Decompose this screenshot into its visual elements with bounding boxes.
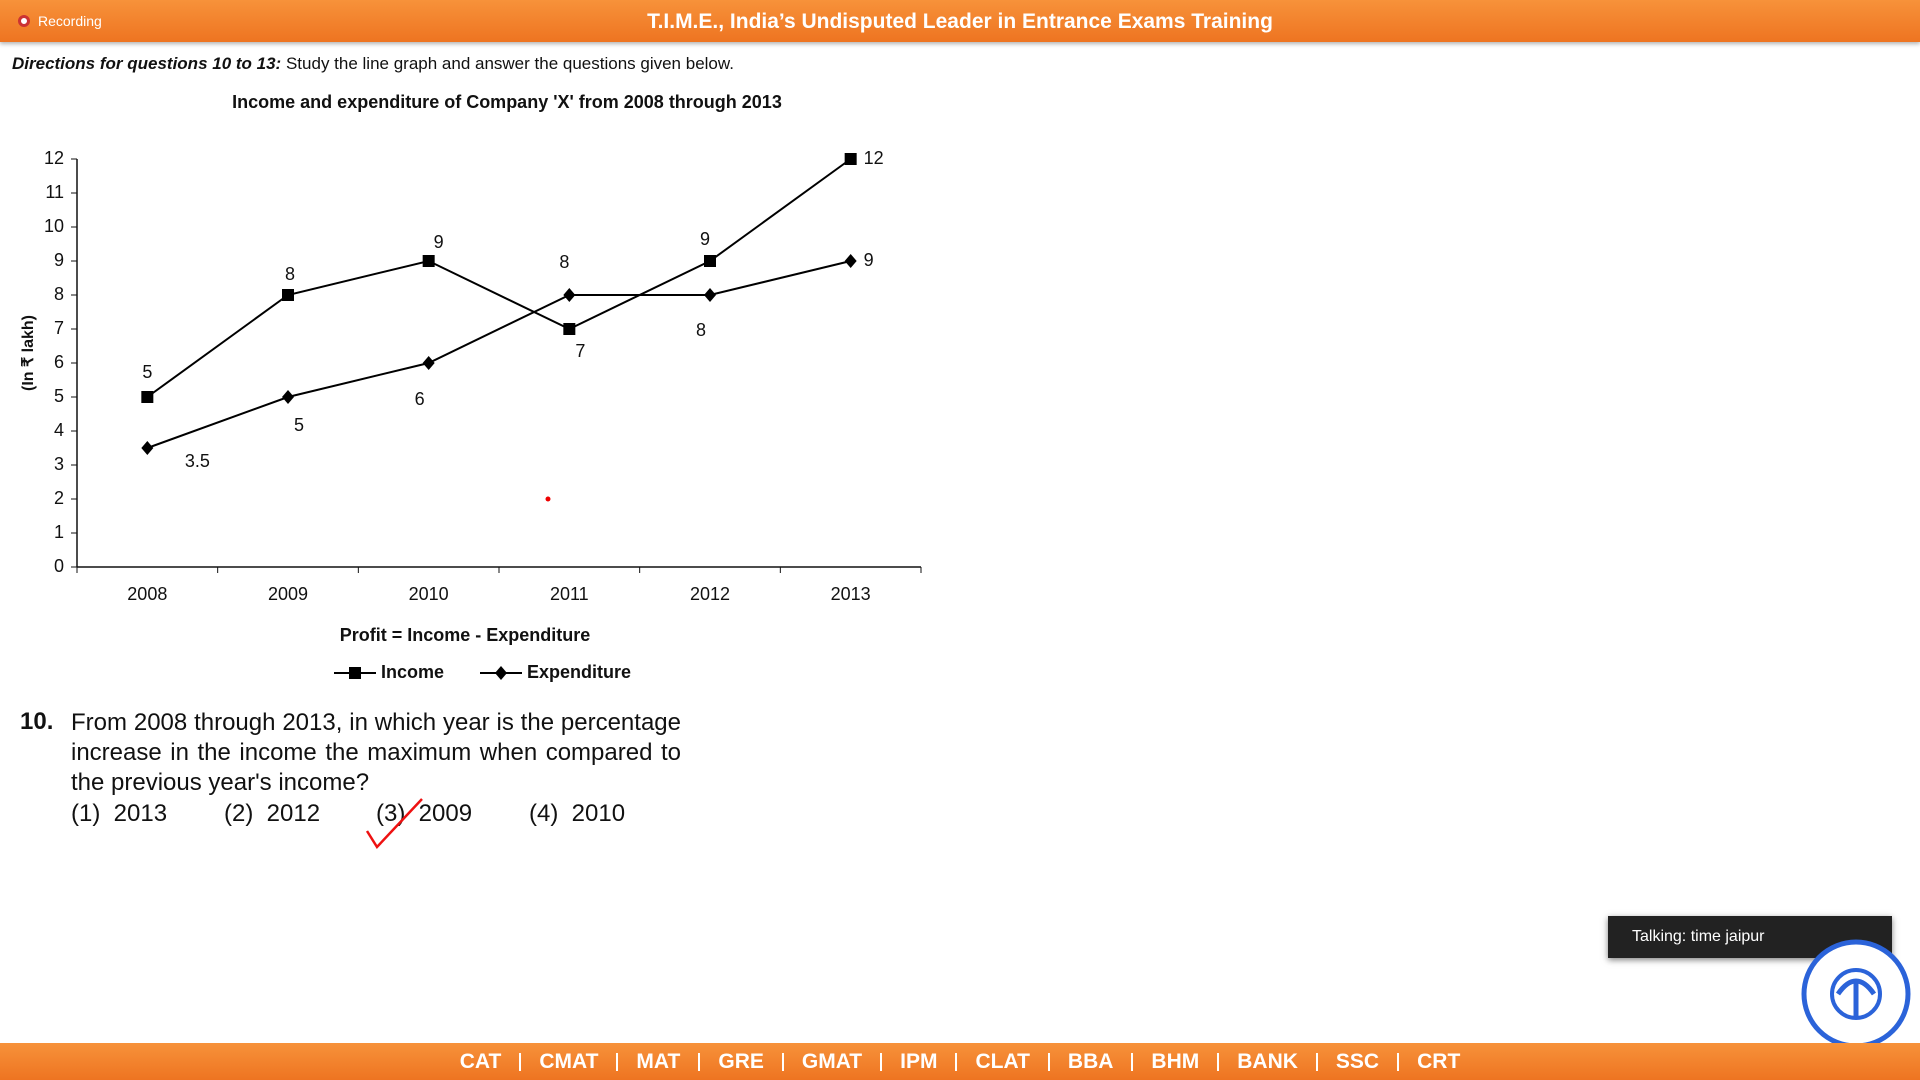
nav-link[interactable]: CAT xyxy=(459,1049,502,1073)
y-tick-label: 11 xyxy=(45,182,64,202)
marker xyxy=(422,356,435,370)
check-mark xyxy=(365,798,423,850)
y-tick-label: 9 xyxy=(54,250,64,270)
y-tick-label: 6 xyxy=(54,352,64,372)
directions-text: Study the line graph and answer the ques… xyxy=(285,54,734,73)
nav-link[interactable]: CRT xyxy=(1397,1051,1478,1072)
legend-label: Income xyxy=(381,662,444,682)
footer-nav: CAT CMAT MAT GRE GMAT IPM CLAT BBA BHM BANK SSC CRT xyxy=(0,1043,1920,1080)
data-label: 8 xyxy=(285,264,295,284)
header-title: T.I.M.E., India’s Undisputed Leader in E… xyxy=(647,10,1273,33)
data-label: 8 xyxy=(696,320,706,340)
data-label: 9 xyxy=(434,232,444,252)
marker xyxy=(495,666,507,680)
y-tick-label: 3 xyxy=(54,454,64,474)
series-line xyxy=(146,260,851,449)
y-axis-label: (In ₹ lakh) xyxy=(20,315,37,391)
question-text: From 2008 through 2013, in which year is… xyxy=(71,709,681,796)
data-label: 6 xyxy=(415,389,425,409)
data-label: 12 xyxy=(864,148,884,168)
series-line xyxy=(146,158,852,398)
data-label: 9 xyxy=(864,250,874,270)
data-label: 5 xyxy=(294,415,304,435)
nav-link[interactable]: GRE xyxy=(698,1051,782,1072)
option[interactable]: (1) 2013 xyxy=(71,800,168,827)
marker xyxy=(844,153,857,165)
marker xyxy=(704,288,716,302)
marker xyxy=(349,667,361,679)
x-tick-label: 2010 xyxy=(409,584,449,604)
marker xyxy=(704,255,716,267)
marker xyxy=(141,441,154,455)
nav-link[interactable]: BANK xyxy=(1217,1051,1316,1072)
nav-link[interactable]: GMAT xyxy=(781,1051,880,1072)
x-tick-label: 2013 xyxy=(831,584,871,604)
nav-link[interactable]: CMAT xyxy=(519,1051,616,1072)
x-tick-label: 2012 xyxy=(690,584,730,604)
nav-link[interactable]: MAT xyxy=(616,1051,698,1072)
chart-note: Profit = Income - Expenditure xyxy=(340,625,591,645)
data-label: 3.5 xyxy=(185,451,210,471)
logo[interactable] xyxy=(1796,934,1916,1054)
y-tick-label: 0 xyxy=(54,556,64,576)
legend-label: Expenditure xyxy=(527,662,631,682)
marker xyxy=(141,391,154,403)
recording-indicator[interactable]: Recording xyxy=(18,13,102,29)
chart: Income and expenditure of Company 'X' fr… xyxy=(20,92,922,682)
header: Recording T.I.M.E., India’s Undisputed L… xyxy=(0,0,1920,42)
directions-lead: Directions for questions 10 to 13: xyxy=(12,54,282,73)
data-label: 5 xyxy=(142,362,152,382)
chart-title: Income and expenditure of Company 'X' fr… xyxy=(232,92,782,112)
y-tick-label: 4 xyxy=(54,420,64,440)
nav-link[interactable]: BHM xyxy=(1131,1051,1217,1072)
x-tick-label: 2011 xyxy=(550,584,589,604)
y-tick-label: 5 xyxy=(54,386,64,406)
talking-popup: Talking: time jaipur xyxy=(1608,916,1892,958)
marker xyxy=(422,255,435,267)
x-tick-label: 2008 xyxy=(127,584,167,604)
marker xyxy=(282,390,294,404)
marker xyxy=(563,288,576,302)
y-tick-label: 7 xyxy=(54,318,64,338)
data-label: 7 xyxy=(575,341,585,361)
marker xyxy=(282,289,294,301)
nav-link[interactable]: CLAT xyxy=(955,1051,1047,1072)
x-tick-label: 2009 xyxy=(268,584,308,604)
y-tick-label: 1 xyxy=(54,522,64,542)
option[interactable]: (4) 2010 xyxy=(529,800,626,827)
nav-link[interactable]: BBA xyxy=(1047,1051,1132,1072)
recording-label: Recording xyxy=(38,13,102,29)
y-tick-label: 2 xyxy=(54,488,64,508)
marker xyxy=(844,254,857,268)
data-label: 9 xyxy=(700,229,710,249)
directions: Directions for questions 10 to 13: Study… xyxy=(12,54,734,74)
question-number: 10. xyxy=(20,708,54,735)
data-label: 8 xyxy=(559,252,569,272)
option[interactable]: (3) 2009 xyxy=(376,800,473,827)
nav-link[interactable]: SSC xyxy=(1315,1051,1397,1072)
pointer xyxy=(545,496,551,502)
y-tick-label: 8 xyxy=(54,284,64,304)
y-tick-label: 12 xyxy=(44,148,64,168)
option[interactable]: (2) 2012 xyxy=(224,800,321,827)
y-tick-label: 10 xyxy=(44,216,64,236)
nav-link[interactable]: IPM xyxy=(880,1051,955,1072)
marker xyxy=(563,323,576,335)
